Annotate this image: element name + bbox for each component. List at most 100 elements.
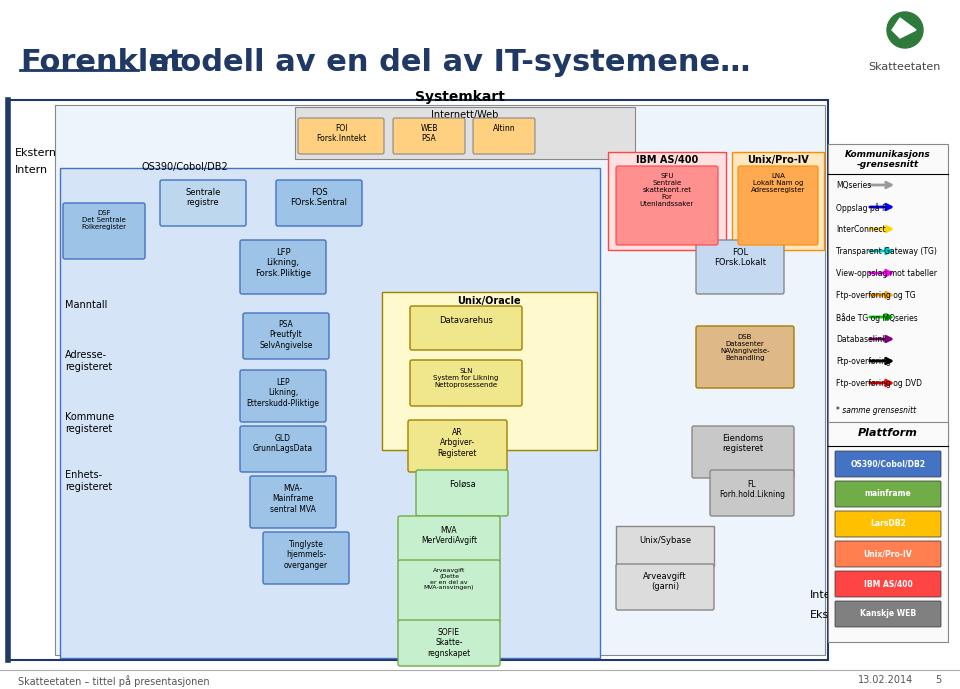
FancyBboxPatch shape [738,166,818,245]
Text: InterConnect: InterConnect [836,225,886,234]
Text: Intern: Intern [810,590,843,600]
FancyBboxPatch shape [835,451,941,477]
Text: View-oppslag mot tabeller: View-oppslag mot tabeller [836,269,937,278]
FancyBboxPatch shape [710,470,794,516]
Text: 5: 5 [935,675,941,685]
Text: Skatteetaten: Skatteetaten [868,62,941,72]
Text: LNA
Lokalt Nam og
Adresseregister: LNA Lokalt Nam og Adresseregister [751,173,805,193]
Text: Tinglyste
hjemmels-
overganger: Tinglyste hjemmels- overganger [284,540,328,570]
FancyBboxPatch shape [616,166,718,245]
FancyBboxPatch shape [382,292,597,450]
FancyBboxPatch shape [732,152,824,250]
Text: Arveavgift
(Dette
er en del av
MVA-ansvingen): Arveavgift (Dette er en del av MVA-ansvi… [423,568,474,590]
FancyBboxPatch shape [263,532,349,584]
Text: Datavarehus: Datavarehus [439,316,492,325]
Text: WEB
PSA: WEB PSA [420,124,438,143]
Text: modell av en del av IT-systemene…: modell av en del av IT-systemene… [138,48,751,77]
FancyBboxPatch shape [616,526,714,566]
FancyBboxPatch shape [410,360,522,406]
FancyBboxPatch shape [243,313,329,359]
Text: FOI
Forsk.Inntekt: FOI Forsk.Inntekt [316,124,366,143]
Text: Ftp-overføring og DVD: Ftp-overføring og DVD [836,379,922,388]
Text: Ftp-overføring: Ftp-overføring [836,357,891,366]
Text: Sentrale
registre: Sentrale registre [185,188,221,207]
Text: Unix/Oracle: Unix/Oracle [457,296,521,306]
FancyBboxPatch shape [616,564,714,610]
Text: Databaselink: Databaselink [836,335,887,344]
Text: Skatteetaten – tittel på presentasjonen: Skatteetaten – tittel på presentasjonen [18,675,209,687]
FancyBboxPatch shape [55,105,825,655]
Text: Kommune
registeret: Kommune registeret [65,412,114,433]
Text: MVA
MerVerdiAvgift: MVA MerVerdiAvgift [420,526,477,546]
Text: LFP
Likning,
Forsk.Pliktige: LFP Likning, Forsk.Pliktige [255,248,311,278]
Text: FOS
FOrsk.Sentral: FOS FOrsk.Sentral [291,188,348,207]
Text: OS390/Cobol/DB2: OS390/Cobol/DB2 [851,460,925,469]
FancyBboxPatch shape [398,620,500,666]
Text: Kommunikasjons
-grensesnitt: Kommunikasjons -grensesnitt [845,150,931,169]
Text: Kanskje WEB: Kanskje WEB [860,610,916,619]
Text: Foløsa: Foløsa [448,480,475,489]
Text: Internett/Web: Internett/Web [431,110,498,120]
Text: SOFIE
Skatte-
regnskapet: SOFIE Skatte- regnskapet [427,628,470,658]
FancyBboxPatch shape [835,541,941,567]
FancyBboxPatch shape [398,516,500,562]
FancyBboxPatch shape [240,240,326,294]
Text: Plattform: Plattform [858,428,918,438]
Text: Forenklet: Forenklet [20,48,183,77]
Text: Transparent Gateway (TG): Transparent Gateway (TG) [836,247,937,256]
Text: * samme grensesnitt: * samme grensesnitt [836,406,916,415]
FancyBboxPatch shape [608,152,726,250]
FancyBboxPatch shape [835,511,941,537]
Text: IBM AS/400: IBM AS/400 [636,155,698,165]
FancyBboxPatch shape [160,180,246,226]
Text: Unix/Pro-IV: Unix/Pro-IV [747,155,809,165]
FancyBboxPatch shape [416,470,508,516]
Text: FOL
FOrsk.Lokalt: FOL FOrsk.Lokalt [714,248,766,267]
Text: Systemkart: Systemkart [415,90,505,104]
Circle shape [887,12,923,48]
Text: LarsDB2: LarsDB2 [870,520,906,528]
Text: Både TG og MQseries: Både TG og MQseries [836,313,918,323]
FancyBboxPatch shape [60,168,600,658]
Text: Eiendoms
registeret: Eiendoms registeret [722,434,763,453]
Text: SFU
Sentrale
skattekont.ret
For
Utenlandssaker: SFU Sentrale skattekont.ret For Utenland… [640,173,694,207]
Text: Oppslag på fi: Oppslag på fi [836,203,887,213]
Text: Arveavgift
(garni): Arveavgift (garni) [643,572,686,591]
Text: LEP
Likning,
Etterskudd-Pliktige: LEP Likning, Etterskudd-Pliktige [247,378,320,408]
Text: Ekstern: Ekstern [810,610,852,620]
FancyBboxPatch shape [240,370,326,422]
Text: FL
Forh.hold.Likning: FL Forh.hold.Likning [719,480,785,500]
FancyBboxPatch shape [398,560,500,622]
FancyBboxPatch shape [828,422,948,642]
FancyBboxPatch shape [63,203,145,259]
Text: Adresse-
registeret: Adresse- registeret [65,350,112,371]
Text: IBM AS/400: IBM AS/400 [864,579,912,588]
Text: Manntall: Manntall [65,300,108,310]
Text: Ftp-overføring og TG: Ftp-overføring og TG [836,291,916,300]
FancyBboxPatch shape [696,326,794,388]
FancyBboxPatch shape [828,144,948,474]
Text: 13.02.2014: 13.02.2014 [858,675,913,685]
Text: AR
Arbgiver-
Registeret: AR Arbgiver- Registeret [438,428,477,457]
FancyBboxPatch shape [835,571,941,597]
FancyBboxPatch shape [692,426,794,478]
Text: Ekstern: Ekstern [15,148,57,158]
Text: OS390/Cobol/DB2: OS390/Cobol/DB2 [142,162,228,172]
FancyBboxPatch shape [276,180,362,226]
FancyBboxPatch shape [473,118,535,154]
FancyBboxPatch shape [408,420,507,472]
Text: Unix/Pro-IV: Unix/Pro-IV [864,550,912,559]
Polygon shape [892,18,916,38]
FancyBboxPatch shape [835,601,941,627]
FancyBboxPatch shape [240,426,326,472]
Text: DSF
Det Sentrale
Folkeregister: DSF Det Sentrale Folkeregister [82,210,127,230]
FancyBboxPatch shape [410,306,522,350]
Text: DSB
Datasenter
NAVangivelse-
Behandling: DSB Datasenter NAVangivelse- Behandling [720,334,770,361]
Text: Altinn: Altinn [492,124,516,133]
Text: Intern: Intern [15,165,48,175]
FancyBboxPatch shape [835,481,941,507]
Text: Enhets-
registeret: Enhets- registeret [65,470,112,491]
FancyBboxPatch shape [250,476,336,528]
Text: Unix/Sybase: Unix/Sybase [639,536,691,545]
Text: GLD
GrunnLagsData: GLD GrunnLagsData [252,434,313,453]
